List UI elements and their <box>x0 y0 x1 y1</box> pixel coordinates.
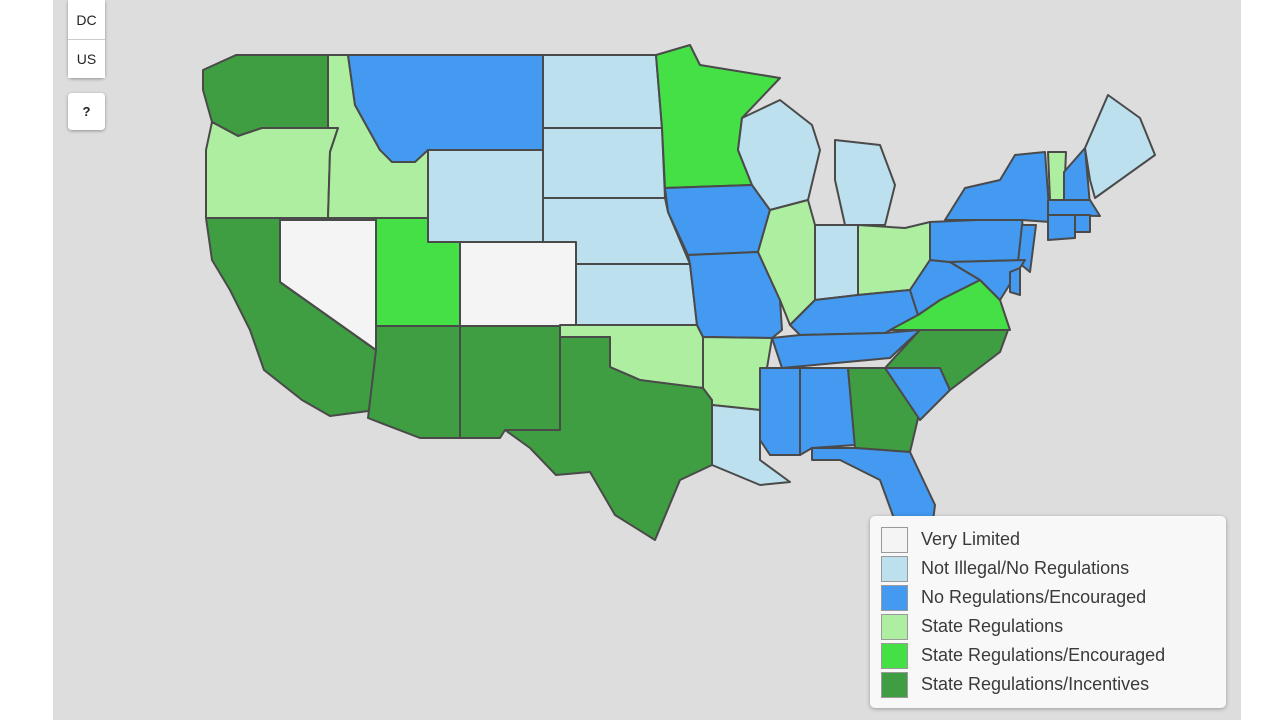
state-tx[interactable] <box>504 336 713 541</box>
legend-item-very-limited: Very Limited <box>881 525 1226 554</box>
states-layer <box>202 44 1156 546</box>
map-legend: Very Limited Not Illegal/No Regulations … <box>870 516 1226 708</box>
zoom-us-button[interactable]: US <box>68 39 105 78</box>
legend-item-state-regulations-encouraged: State Regulations/Encouraged <box>881 641 1226 670</box>
state-ks[interactable] <box>575 263 698 326</box>
state-pa[interactable] <box>929 217 1026 263</box>
legend-swatch <box>881 584 908 611</box>
help-button[interactable]: ? <box>68 93 105 130</box>
legend-swatch <box>881 642 908 669</box>
legend-label: State Regulations/Encouraged <box>921 645 1166 665</box>
legend-item-not-illegal: Not Illegal/No Regulations <box>881 554 1226 583</box>
legend-swatch <box>881 555 908 582</box>
state-mt[interactable] <box>347 54 544 163</box>
legend-item-state-regulations-incentives: State Regulations/Incentives <box>881 670 1226 699</box>
state-ny[interactable] <box>944 151 1051 223</box>
state-wa[interactable] <box>202 54 329 137</box>
legend-label: Not Illegal/No Regulations <box>921 558 1130 578</box>
state-wy[interactable] <box>427 149 544 243</box>
state-az[interactable] <box>367 325 461 439</box>
legend-label: Very Limited <box>921 529 1021 549</box>
state-ms[interactable] <box>759 367 801 456</box>
legend-label: No Regulations/Encouraged <box>921 587 1147 607</box>
state-co[interactable] <box>459 241 577 327</box>
state-nd[interactable] <box>542 54 663 129</box>
state-me[interactable] <box>1084 94 1156 199</box>
legend-label: State Regulations <box>921 616 1064 636</box>
legend-label: State Regulations/Incentives <box>921 674 1150 694</box>
state-de[interactable] <box>1009 267 1021 296</box>
legend-swatch <box>881 671 908 698</box>
help-control: ? <box>68 93 105 130</box>
state-sd[interactable] <box>542 127 666 199</box>
state-ri[interactable] <box>1074 214 1091 233</box>
legend-swatch <box>881 613 908 640</box>
state-in[interactable] <box>814 224 859 301</box>
state-ma[interactable] <box>1047 199 1101 217</box>
zoom-controls: DC US <box>68 0 105 78</box>
state-md[interactable] <box>949 259 1026 301</box>
state-al[interactable] <box>799 367 856 456</box>
state-or[interactable] <box>205 121 339 219</box>
state-ct[interactable] <box>1047 214 1076 241</box>
legend-swatch <box>881 526 908 553</box>
legend-item-no-regulations-encouraged: No Regulations/Encouraged <box>881 583 1226 612</box>
state-mi[interactable] <box>834 139 896 226</box>
state-nm[interactable] <box>459 325 561 439</box>
zoom-dc-button[interactable]: DC <box>68 0 105 39</box>
legend-item-state-regulations: State Regulations <box>881 612 1226 641</box>
